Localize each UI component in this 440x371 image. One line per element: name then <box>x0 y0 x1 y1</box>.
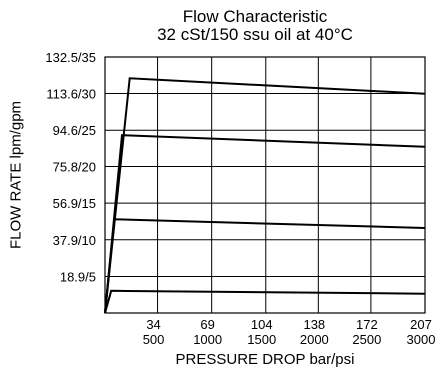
x-tick-label-psi: 3000 <box>407 332 436 347</box>
x-tick-label-bar: 138 <box>303 317 325 332</box>
x-axis-title: PRESSURE DROP bar/psi <box>175 351 355 368</box>
x-tick-label-bar: 34 <box>146 317 160 332</box>
tick-label-layer: 18.9/5 37.9/10 56.9/15 75.8/20 94.6/25 113.6/… <box>45 50 435 347</box>
y-tick-label: 94.6/25 <box>53 123 96 138</box>
axis-layer <box>104 56 426 314</box>
x-tick-label-psi: 2000 <box>300 332 329 347</box>
flow-curve-1 <box>104 289 426 314</box>
y-tick-label: 75.8/20 <box>53 160 96 175</box>
y-tick-label: 132.5/35 <box>45 50 96 65</box>
x-tick-label-bar: 69 <box>200 317 214 332</box>
series-layer <box>104 77 426 314</box>
x-tick-label-bar: 172 <box>356 317 378 332</box>
x-tick-label-psi: 1000 <box>193 332 222 347</box>
x-tick-label-psi: 500 <box>143 332 165 347</box>
chart-title: Flow Characteristic <box>182 7 328 26</box>
plot-frame <box>104 56 426 314</box>
y-tick-label: 18.9/5 <box>60 269 96 284</box>
y-axis-title: FLOW RATE lpm/gpm <box>7 100 25 250</box>
y-tick-label: 56.9/15 <box>53 196 96 211</box>
flow-curve-2 <box>104 218 426 314</box>
flow-curve-4 <box>104 77 426 314</box>
grid-layer <box>105 56 426 313</box>
y-tick-label: 37.9/10 <box>53 233 96 248</box>
y-tick-label: 113.6/30 <box>46 87 96 102</box>
x-tick-label-psi: 2500 <box>352 332 381 347</box>
x-tick-label-psi: 1500 <box>247 332 276 347</box>
x-tick-label-bar: 207 <box>410 317 432 332</box>
x-tick-label-bar: 104 <box>251 317 273 332</box>
chart-subtitle: 32 cSt/150 ssu oil at 40°C <box>157 25 353 44</box>
y-axis-title-wrap: FLOW RATE lpm/gpm <box>6 40 26 310</box>
